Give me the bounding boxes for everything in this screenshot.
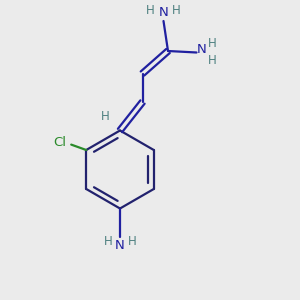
Text: N: N <box>159 6 168 20</box>
Text: H: H <box>208 37 217 50</box>
Text: N: N <box>115 238 125 252</box>
Text: H: H <box>101 110 110 123</box>
Text: H: H <box>172 4 181 17</box>
Text: Cl: Cl <box>54 136 67 149</box>
Text: H: H <box>128 235 136 248</box>
Text: H: H <box>208 53 217 67</box>
Text: H: H <box>104 235 113 248</box>
Text: H: H <box>146 4 155 17</box>
Text: N: N <box>197 43 206 56</box>
